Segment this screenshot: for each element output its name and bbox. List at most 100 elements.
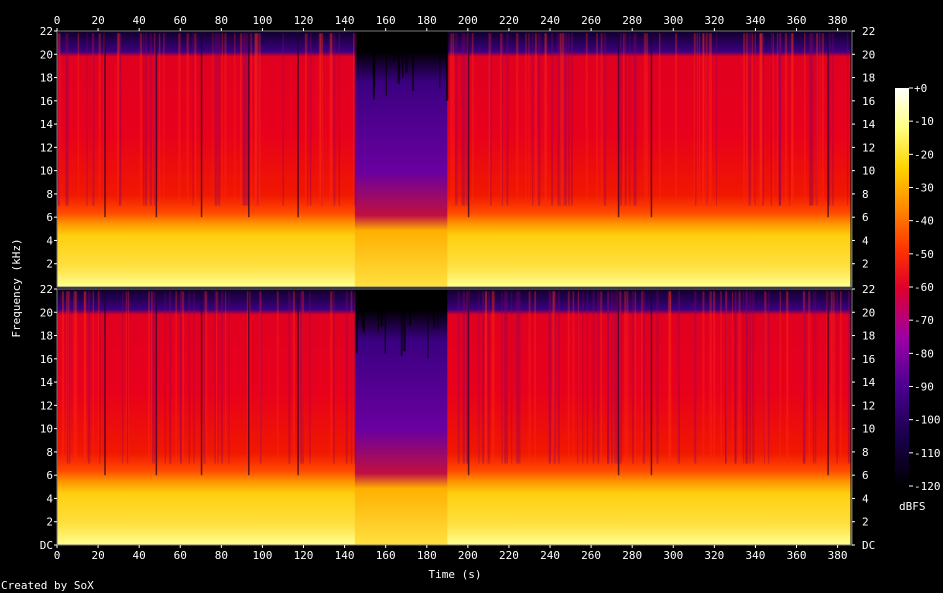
spectral-streak <box>164 291 166 464</box>
y-axis-label: Frequency (kHz) <box>10 238 23 337</box>
spectral-streak <box>696 33 698 206</box>
x-tick-label-top: 100 <box>252 14 272 27</box>
spectral-streak <box>98 291 101 464</box>
spectral-streak <box>118 33 122 206</box>
spectral-streak <box>424 291 428 311</box>
spectral-streak <box>491 291 494 464</box>
spectral-streak <box>702 33 705 206</box>
spectral-streak <box>192 33 194 206</box>
track-gap <box>200 31 203 218</box>
spectral-streak <box>802 291 805 464</box>
spectral-streak <box>808 291 811 464</box>
spectral-streak <box>65 33 67 206</box>
spectral-streak <box>488 33 491 206</box>
spectral-streak <box>786 291 788 464</box>
spectral-streak <box>350 291 353 464</box>
spectral-streak <box>487 291 490 464</box>
spectral-streak <box>84 291 87 464</box>
x-tick-label-bottom: 180 <box>417 549 437 562</box>
spectral-streak <box>225 291 227 464</box>
spectral-streak <box>321 33 323 206</box>
spectral-streak <box>776 33 778 206</box>
y-tick-label-left: 4 <box>46 234 53 247</box>
x-tick-label-top: 280 <box>622 14 642 27</box>
spectral-streak <box>618 291 621 464</box>
spectral-streak <box>720 291 722 464</box>
spectral-streak <box>629 33 631 206</box>
y-tick-label-left: 20 <box>40 48 53 61</box>
x-tick-label-top: 60 <box>174 14 187 27</box>
spectral-streak <box>702 33 705 206</box>
y-tick-label-left: 20 <box>40 306 53 319</box>
spectral-streak <box>66 291 69 464</box>
spectral-streak <box>282 33 285 206</box>
spectral-streak <box>412 33 415 92</box>
spectral-streak <box>815 291 817 464</box>
spectral-streak <box>548 291 551 464</box>
spectral-streak <box>585 33 588 206</box>
x-axis-ticks: 0 0 20 20 40 40 60 60 80 80 100 100 120 120 140 140 160 1… <box>54 14 848 562</box>
y-tick-label-right: DC <box>862 539 875 552</box>
spectral-streak <box>516 33 519 206</box>
spectral-streak <box>330 291 333 464</box>
spectral-streak <box>808 33 811 206</box>
spectral-streak <box>180 291 182 464</box>
spectral-streak <box>445 33 449 101</box>
y-tick-label-left: 6 <box>46 211 53 224</box>
spectral-streak <box>746 291 749 464</box>
y-tick-label-left: 4 <box>46 492 53 505</box>
spectral-streak <box>821 33 824 206</box>
spectral-streak <box>318 33 321 206</box>
spectral-streak <box>759 33 762 206</box>
x-tick-label-bottom: 360 <box>787 549 807 562</box>
track-gap <box>155 31 158 218</box>
spectral-streak <box>505 291 508 464</box>
spectral-streak <box>402 33 404 78</box>
x-tick-label-top: 320 <box>704 14 724 27</box>
spectral-streak <box>409 33 412 51</box>
spectral-streak <box>770 33 773 206</box>
spectral-streak <box>748 33 751 206</box>
spectral-streak <box>259 291 262 464</box>
spectral-streak <box>811 33 814 206</box>
spectral-streak <box>217 291 219 464</box>
track-gap <box>155 289 158 476</box>
spectral-streak <box>567 291 570 464</box>
spectral-streak <box>544 33 546 206</box>
colorbar-tick-label: -50 <box>914 248 934 261</box>
spectral-streak <box>98 33 101 206</box>
colorbar-scale <box>895 88 909 486</box>
spectral-streak <box>632 291 634 464</box>
spectral-streak <box>528 291 531 464</box>
spectral-streak <box>77 33 80 206</box>
spectral-streak <box>380 33 383 55</box>
spectral-streak <box>158 33 161 206</box>
colorbar-label: dBFS <box>899 500 926 513</box>
spectral-streak <box>490 33 492 206</box>
y-tick-label-left: 16 <box>40 353 53 366</box>
spectral-streak <box>778 33 782 206</box>
y-tick-label-left: 10 <box>40 165 53 178</box>
colorbar-ticks: +0 -10 -20 -30 -40 -50 -60 -70 -80 -90 -100 -110 -12… <box>909 82 941 493</box>
spectral-streak <box>224 33 227 206</box>
colorbar: +0 -10 -20 -30 -40 -50 -60 -70 -80 -90 -100 -110 -12… <box>895 82 941 513</box>
y-tick-label-right: 18 <box>862 72 875 85</box>
x-tick-label-top: 180 <box>417 14 437 27</box>
colorbar-tick-label: -90 <box>914 381 934 394</box>
spectral-streak <box>538 33 541 206</box>
spectral-streak <box>68 291 70 464</box>
spectral-streak <box>397 33 401 84</box>
spectral-streak <box>246 33 249 206</box>
x-tick-label-bottom: 220 <box>499 549 519 562</box>
x-tick-label-bottom: 280 <box>622 549 642 562</box>
spectral-streak <box>288 291 291 464</box>
spectral-streak <box>501 291 503 464</box>
spectral-streak <box>246 291 250 464</box>
x-tick-label-top: 240 <box>540 14 560 27</box>
spectral-streak <box>534 291 537 464</box>
track-gap <box>467 289 470 476</box>
spectral-streak <box>58 33 61 206</box>
spectral-streak <box>592 291 595 464</box>
track-gap <box>617 31 620 218</box>
spectral-streak <box>354 291 357 464</box>
